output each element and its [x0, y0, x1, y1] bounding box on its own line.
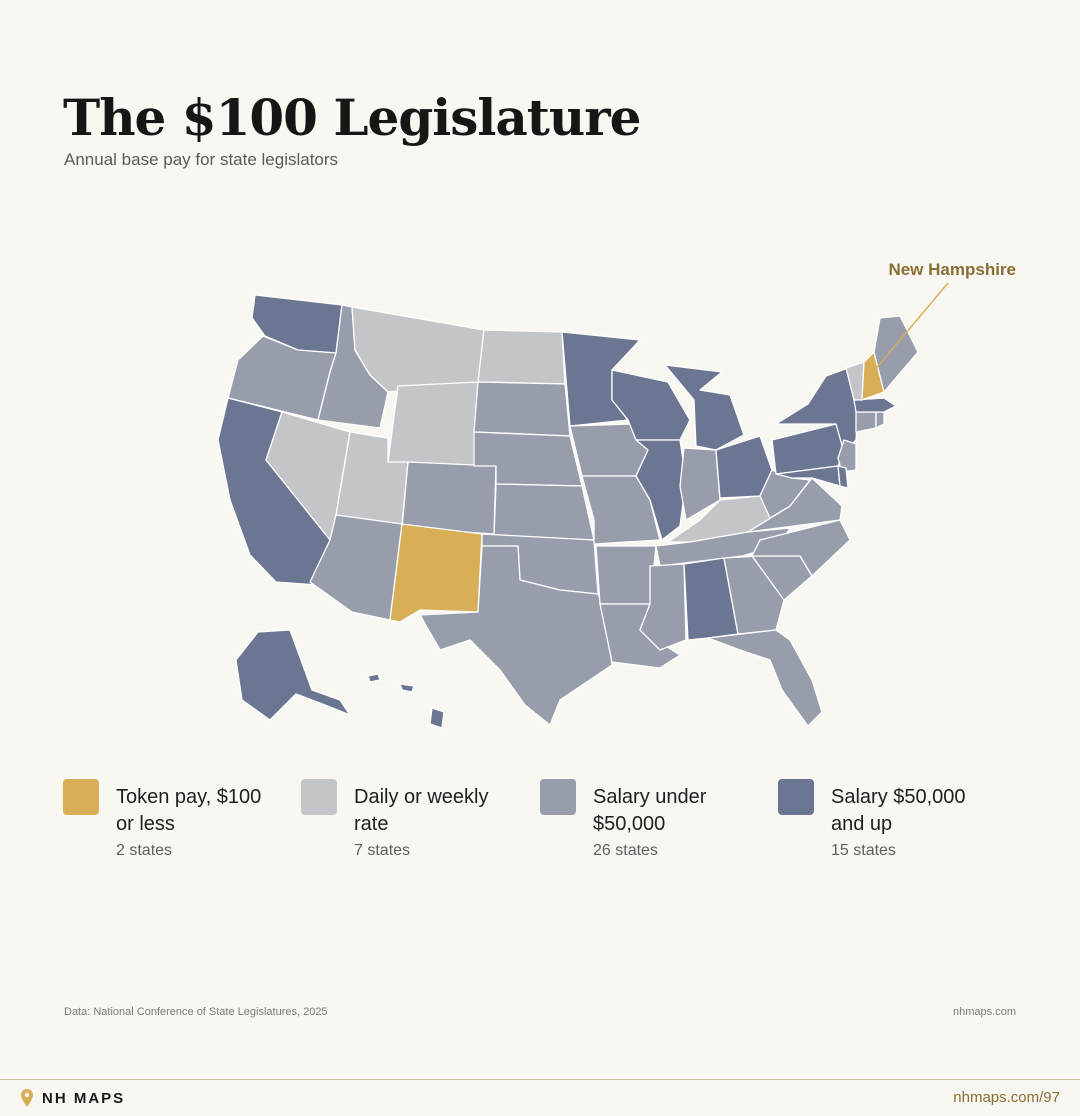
state-alaska	[235, 629, 351, 721]
legend-swatch-under-50k	[540, 779, 576, 815]
state-new-jersey	[837, 439, 857, 473]
state-kansas	[493, 483, 595, 541]
map-pin-icon	[21, 1089, 33, 1107]
state-michigan	[664, 364, 745, 451]
callout-new-hampshire: New Hampshire	[888, 260, 1016, 279]
state-connecticut	[855, 411, 877, 433]
legend-label: Token pay, $100 or less 2 states	[116, 784, 266, 862]
brand[interactable]: NH MAPS	[20, 1088, 125, 1108]
state-rhode-island	[875, 411, 885, 429]
legend-count: 15 states	[831, 842, 896, 859]
state-south-dakota	[473, 381, 571, 437]
state-texas	[419, 545, 613, 726]
site-credit: nhmaps.com	[953, 1006, 1016, 1018]
state-hawaii	[367, 673, 445, 729]
state-arkansas	[595, 545, 657, 605]
state-illinois	[635, 439, 687, 541]
brand-name: NH MAPS	[42, 1089, 126, 1107]
state-new-mexico	[389, 523, 483, 623]
state-indiana	[679, 447, 721, 521]
state-maine	[873, 315, 919, 393]
state-massachusetts	[853, 397, 897, 413]
legend-swatch-daily	[301, 779, 337, 815]
state-delaware	[837, 465, 849, 489]
state-wyoming	[387, 381, 479, 467]
page-title: The $100 Legislature	[63, 88, 641, 147]
state-maryland	[775, 465, 841, 487]
state-florida	[707, 629, 823, 727]
legend-count: 7 states	[354, 842, 411, 859]
footer-bar: NH MAPS nhmaps.com/97	[0, 1079, 1080, 1116]
legend-count: 26 states	[593, 842, 658, 859]
legend-swatch-token	[63, 779, 99, 815]
states	[217, 294, 919, 729]
legend-label: Salary under $50,000 26 states	[593, 784, 743, 862]
legend-count: 2 states	[116, 842, 173, 859]
page-subtitle: Annual base pay for state legislators	[64, 150, 339, 169]
state-west-virginia	[759, 469, 811, 519]
callout-leader-line	[872, 282, 949, 373]
state-north-dakota	[477, 329, 566, 385]
footer-link[interactable]: nhmaps.com/97	[953, 1089, 1060, 1106]
legend-label: Daily or weekly rate 7 states	[354, 784, 504, 862]
legend-label: Salary $50,000 and up 15 states	[831, 784, 981, 862]
legend-swatch-over-50k	[778, 779, 814, 815]
state-colorado	[401, 461, 497, 535]
data-source: Data: National Conference of State Legis…	[64, 1006, 328, 1018]
